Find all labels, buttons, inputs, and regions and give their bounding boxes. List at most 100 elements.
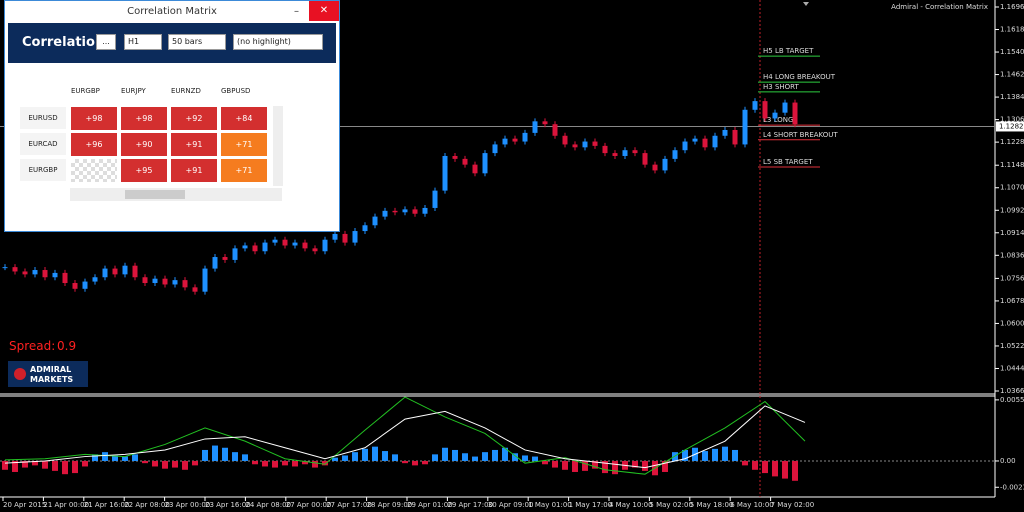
column-header: EURNZD [171, 87, 201, 95]
row-header: EURCAD [20, 133, 66, 155]
candle [512, 138, 518, 142]
x-tick-label: 28 Apr 09:00 [367, 501, 413, 509]
candle [552, 124, 558, 136]
y-tick-label: 1.11480 [1000, 161, 1024, 169]
histogram-bar [612, 460, 618, 475]
candle [52, 272, 58, 278]
correlation-window[interactable]: Correlation Matrix – ✕ Correlation ... H1 … [4, 0, 340, 232]
x-tick-label: 4 May 10:00 [609, 501, 653, 509]
histogram-bar [292, 460, 298, 467]
x-tick-label: 23 Apr 16:00 [205, 501, 251, 509]
candle [432, 190, 438, 208]
candle [282, 239, 288, 246]
histogram-bar [702, 451, 708, 461]
candle [682, 141, 688, 151]
histogram-bar [172, 460, 178, 468]
candle [372, 216, 378, 226]
spread-value: 0.9 [57, 339, 76, 353]
histogram-bar [732, 449, 738, 461]
bars-select[interactable]: 50 bars [168, 34, 226, 50]
logo-mark [14, 368, 26, 380]
logo-text: ADMIRAL [30, 365, 71, 374]
candle [212, 257, 218, 269]
candle [312, 248, 318, 252]
row-header: EURGBP [20, 159, 66, 181]
histogram-bar [362, 448, 368, 461]
y-tick-label: 1.13840 [1000, 93, 1024, 101]
histogram-bar [452, 449, 458, 461]
level-label: L4 SHORT BREAKOUT [763, 131, 838, 139]
histogram-bar [412, 460, 418, 466]
candle [102, 268, 108, 278]
minimize[interactable]: – [294, 6, 299, 17]
y-tick-label: 1.06000 [1000, 319, 1024, 327]
y-tick-label: 1.15400 [1000, 48, 1024, 56]
histogram-bar [422, 460, 428, 465]
shift-marker [803, 2, 809, 6]
histogram-bar [782, 460, 788, 479]
candle [252, 245, 258, 252]
y-tick-label: 1.16960 [1000, 3, 1024, 11]
correlation-cell: +96 [71, 133, 117, 156]
price-tag [996, 121, 1024, 132]
histogram-bar [162, 460, 168, 469]
candle [382, 210, 388, 217]
y-tick-label: 1.05220 [1000, 342, 1024, 350]
spread-label: Spread: [9, 339, 55, 353]
timeframe-select[interactable]: H1 [124, 34, 162, 50]
histogram-bar [32, 460, 38, 466]
candle [702, 138, 708, 148]
candle [502, 138, 508, 145]
histogram-bar [752, 460, 758, 470]
candle [492, 144, 498, 154]
header-title: Correlation [22, 35, 105, 50]
x-tick-label: 21 Apr 16:00 [84, 501, 130, 509]
close-button[interactable]: ✕ [309, 1, 339, 21]
histogram-bar [642, 460, 648, 471]
histogram-bar [592, 460, 598, 469]
histogram-bar [722, 446, 728, 461]
indicator-line [4, 405, 806, 469]
candle [522, 132, 528, 142]
candle [142, 277, 148, 284]
candle [592, 141, 598, 146]
y-tick-label: 1.08360 [1000, 251, 1024, 259]
highlight-select[interactable]: (no highlight) [233, 34, 323, 50]
histogram-bar [472, 456, 478, 461]
candle [742, 109, 748, 145]
correlation-cell: +91 [171, 133, 217, 156]
candle [292, 242, 298, 246]
histogram-bar [52, 460, 58, 471]
candle [462, 158, 468, 165]
y-tick-label: 1.12280 [1000, 138, 1024, 146]
scrollbar[interactable] [70, 188, 282, 201]
candle [162, 278, 168, 285]
histogram-bar [92, 454, 98, 461]
button[interactable]: ... [96, 34, 116, 50]
histogram-bar [312, 460, 318, 468]
scrollbar[interactable] [273, 106, 283, 186]
histogram-bar [202, 449, 208, 461]
level-label: L3 LONG [763, 116, 793, 124]
histogram-bar [602, 460, 608, 474]
candle [22, 271, 28, 275]
histogram-bar [502, 447, 508, 461]
candle [782, 102, 788, 113]
histogram-bar [522, 455, 528, 461]
correlation-cell: +92 [171, 107, 217, 130]
x-tick-label: 29 Apr 01:00 [407, 501, 453, 509]
x-tick-label: 1 May 01:00 [528, 501, 572, 509]
histogram-bar [182, 460, 188, 470]
x-tick-label: 5 May 02:00 [649, 501, 693, 509]
y-tick-label: 1.06780 [1000, 297, 1024, 305]
x-tick-label: 7 May 02:00 [771, 501, 815, 509]
candle [482, 153, 488, 174]
x-tick-label: 24 Apr 08:00 [245, 501, 291, 509]
candle [582, 141, 588, 148]
histogram-bar [122, 456, 128, 461]
x-tick-label: 21 Apr 00:00 [43, 501, 89, 509]
histogram-bar [282, 460, 288, 466]
scroll-thumb[interactable] [125, 190, 185, 199]
candle [732, 129, 738, 145]
